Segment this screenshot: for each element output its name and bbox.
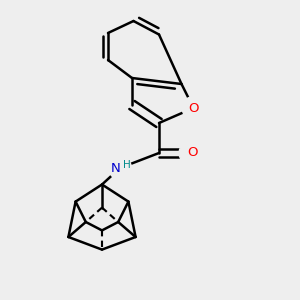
Text: O: O [188, 101, 199, 115]
Circle shape [109, 157, 131, 179]
Circle shape [182, 97, 205, 119]
Text: H: H [123, 160, 130, 170]
Circle shape [179, 142, 202, 164]
Text: N: N [111, 161, 121, 175]
Text: O: O [187, 146, 197, 160]
